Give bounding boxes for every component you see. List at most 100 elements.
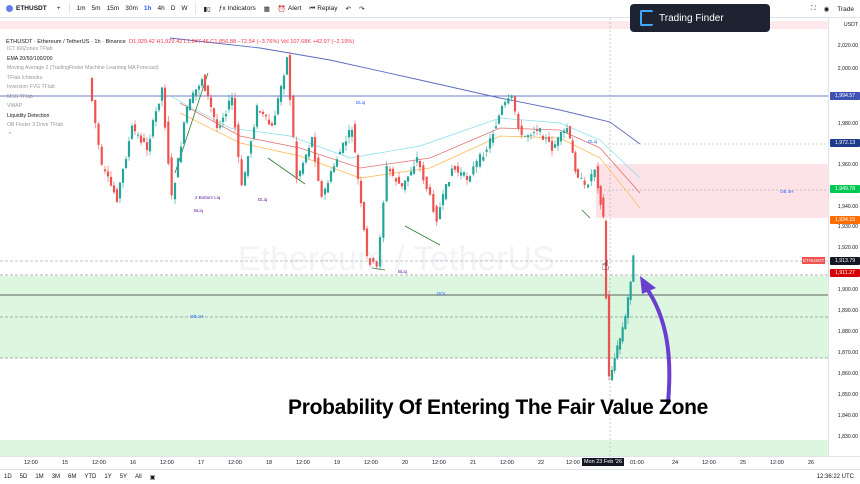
candle-body xyxy=(310,137,314,147)
indicators-button[interactable]: ƒx Indicators xyxy=(215,5,260,12)
range-1m[interactable]: 1M xyxy=(35,474,44,480)
range-3m[interactable]: 3M xyxy=(51,474,61,480)
legend-item[interactable]: VWAP xyxy=(7,103,23,109)
legend-item[interactable]: Inversion FVG TFlab xyxy=(7,84,55,90)
tf-w[interactable]: W xyxy=(181,5,188,12)
tf-5m[interactable]: 5m xyxy=(91,5,101,12)
candle-body xyxy=(607,295,611,377)
redo-icon[interactable]: ↷ xyxy=(358,5,365,13)
candle-body xyxy=(503,102,507,106)
dliq-label: DLiq xyxy=(356,100,366,105)
candle-body xyxy=(323,188,327,195)
candle-body xyxy=(475,160,478,168)
time-tick: 21 xyxy=(470,460,477,466)
legend-item[interactable]: TFlab Ichimoku xyxy=(7,74,43,81)
candle-body xyxy=(326,182,330,193)
date-range-icon[interactable]: ▣ xyxy=(149,474,156,481)
candle-body xyxy=(292,96,295,137)
legend-item[interactable]: MSS TFlab xyxy=(7,93,33,100)
candle-body xyxy=(602,197,605,217)
divider xyxy=(194,3,196,14)
candle-body xyxy=(422,165,425,181)
arrow-shaft xyxy=(643,284,672,405)
candle-body xyxy=(179,146,183,163)
time-tick: 12:00 xyxy=(566,460,580,466)
candle-body xyxy=(215,119,219,128)
candle-body xyxy=(176,158,180,178)
legend-item[interactable]: EMA 20/50/100/200 xyxy=(7,55,53,62)
candle-body xyxy=(517,114,520,129)
tf-30m[interactable]: 30m xyxy=(125,5,138,12)
time-tick: 12:00 xyxy=(364,460,378,466)
time-axis[interactable]: 12:00 15 12:00 16 12:00 17 12:00 18 12:0… xyxy=(0,456,860,469)
candle-body xyxy=(556,137,560,146)
tf-1h[interactable]: 1h xyxy=(143,5,152,12)
currency-label: USDT xyxy=(843,22,858,28)
range-5d[interactable]: 5D xyxy=(19,474,28,480)
candle-body xyxy=(112,185,116,193)
candle-body xyxy=(212,108,216,118)
candle-body xyxy=(468,176,472,182)
candle-body xyxy=(97,123,100,145)
brand-logo: Trading Finder xyxy=(630,4,770,32)
range-1y[interactable]: 1Y xyxy=(104,474,112,480)
trade-button[interactable]: Trade xyxy=(837,5,854,13)
legend-item[interactable]: Moving Average 2 (TradingFinder Machine … xyxy=(7,65,159,71)
price-tick: 1,980.00 xyxy=(837,121,858,127)
tf-d[interactable]: D xyxy=(170,5,176,12)
range-6m[interactable]: 6M xyxy=(68,474,77,480)
candle-body xyxy=(237,124,240,157)
time-tick: 12:00 xyxy=(432,460,446,466)
candle-body xyxy=(378,237,382,267)
replay-button[interactable]: ⏮ Replay xyxy=(305,5,341,13)
symbol-search[interactable]: ETHUSDT xyxy=(0,5,53,12)
candle-body xyxy=(403,180,407,190)
range-1d[interactable]: 1D xyxy=(4,474,12,480)
legend-item[interactable]: ICT KillZones TFlab xyxy=(7,46,53,52)
liq-line-3 xyxy=(404,225,441,246)
alert-button[interactable]: ⏰ Alert xyxy=(274,5,305,13)
fullscreen-icon[interactable]: ⛶ xyxy=(811,5,816,12)
range-all[interactable]: All xyxy=(135,474,142,480)
legend-item[interactable]: Liquidity Detection xyxy=(7,112,50,119)
price-axis[interactable]: USDT 2,020.00 2,000.00 1,980.00 1,960.00… xyxy=(828,18,860,456)
legend-title[interactable]: ETHUSDT · Ethereum / TetherUS · 1h · Bin… xyxy=(6,39,126,45)
candle-body xyxy=(356,155,360,179)
candle-body xyxy=(544,138,548,140)
time-tick: 19 xyxy=(334,460,341,466)
candle-body xyxy=(209,97,213,108)
candle-body xyxy=(418,160,422,168)
candle-body xyxy=(550,140,554,151)
price-tick: 1,860.00 xyxy=(837,371,858,377)
candle-body xyxy=(388,168,392,172)
collapse-legend-icon[interactable]: ⌃ xyxy=(7,131,13,139)
camera-icon[interactable]: ◉ xyxy=(823,6,830,13)
templates-icon[interactable]: ▦ xyxy=(263,5,270,13)
undo-icon[interactable]: ↶ xyxy=(345,5,351,13)
range-ytd[interactable]: YTD xyxy=(84,474,97,480)
candle-body xyxy=(618,338,622,350)
candle-body xyxy=(459,172,463,176)
tf-4h[interactable]: 4h xyxy=(157,5,165,12)
legend-item[interactable]: OB Finder 3 Drive TFlab xyxy=(7,122,64,128)
candle-body xyxy=(94,100,97,124)
candle-body xyxy=(282,75,286,90)
chart-pane[interactable]: ☝ Ethereum / TetherUS ETHUSDT · Ethereum… xyxy=(0,18,828,456)
candle-body xyxy=(142,138,146,142)
current-price-label: 1,913.79 xyxy=(830,257,860,265)
candle-body xyxy=(276,98,280,115)
candle-type-icon[interactable]: ▮▯ xyxy=(203,5,211,13)
tf-1m[interactable]: 1m xyxy=(76,5,86,12)
price-chart[interactable]: ☝ xyxy=(0,18,828,456)
range-5y[interactable]: 5Y xyxy=(119,474,128,480)
candle-body xyxy=(317,157,320,181)
candle-body xyxy=(148,138,152,152)
utc-clock[interactable]: 12:36:22 UTC xyxy=(816,474,854,480)
add-symbol-icon[interactable]: + xyxy=(56,5,61,12)
candle-body xyxy=(596,166,600,189)
candle-body xyxy=(574,152,577,172)
candle-body xyxy=(145,142,149,151)
liq-line-4 xyxy=(371,267,386,271)
candle-body xyxy=(391,168,395,176)
tf-15m[interactable]: 15m xyxy=(106,5,120,12)
